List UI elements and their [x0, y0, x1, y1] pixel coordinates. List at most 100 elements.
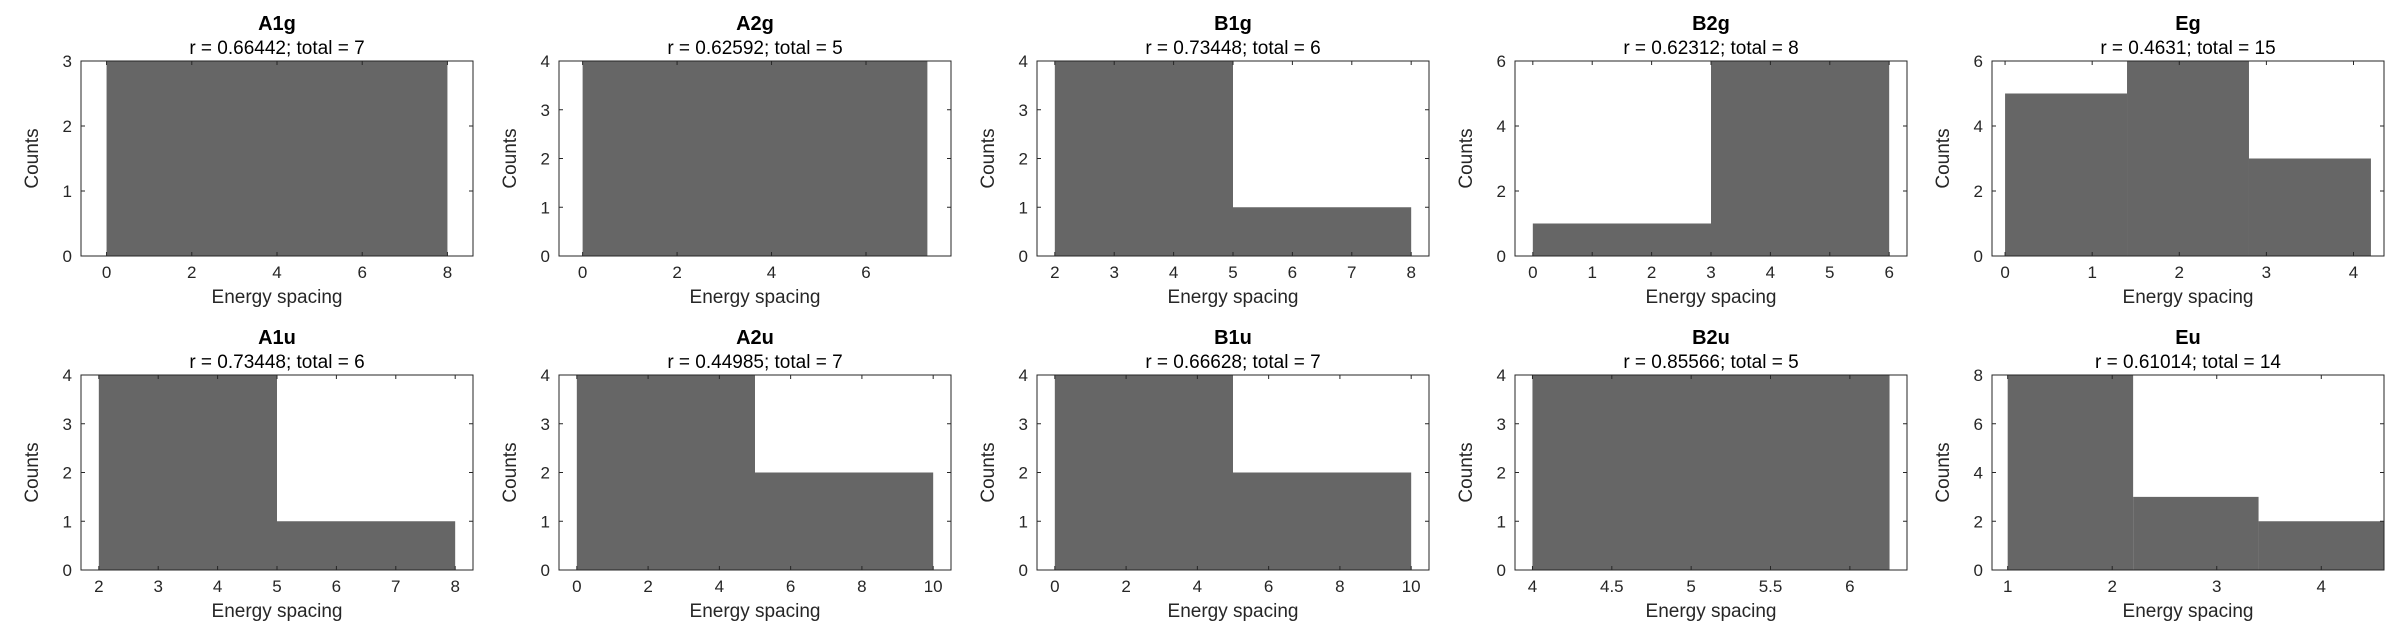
histogram-bar: [755, 472, 934, 570]
y-tick-label: 4: [1497, 366, 1506, 385]
y-tick-label: 0: [1019, 247, 1028, 266]
y-tick-label: 1: [1019, 512, 1028, 531]
x-tick-label: 4: [715, 577, 724, 596]
x-tick-label: 4: [767, 263, 776, 282]
x-tick-label: 0: [102, 263, 111, 282]
subplot-title: B1u: [1214, 327, 1252, 349]
y-tick-label: 0: [1974, 247, 1983, 266]
y-axis-label: Counts: [1456, 442, 1477, 502]
bars: [582, 61, 928, 256]
subplot-b2u: 4 4.5 5 5.5 6 0 1 2 3 4 B2u r = 0.85566; total = 5 E…: [1456, 327, 1908, 622]
x-tick-label: 6: [332, 577, 341, 596]
y-tick-label: 2: [1497, 464, 1506, 483]
y-axis-label: Counts: [1456, 128, 1477, 188]
x-tick-label: 4: [2349, 263, 2358, 282]
x-tick-label: 1: [1587, 263, 1596, 282]
bars: [1532, 375, 1890, 570]
y-tick-label: 0: [63, 561, 72, 580]
x-axis-label: Energy spacing: [2123, 601, 2254, 622]
subplot-subtitle: r = 0.73448; total = 6: [1145, 38, 1320, 59]
x-tick-label: 8: [857, 577, 866, 596]
subplot-title: B2u: [1692, 327, 1730, 349]
bars: [106, 61, 448, 256]
x-tick-label: 5: [272, 577, 281, 596]
y-tick-label: 4: [63, 366, 72, 385]
histogram-bar: [2127, 61, 2249, 256]
x-axis-label: Energy spacing: [212, 287, 343, 308]
y-tick-label: 4: [1019, 52, 1028, 71]
y-axis-label: Counts: [500, 442, 521, 502]
x-tick-label: 4: [1169, 263, 1178, 282]
subplot-title: Eu: [2175, 327, 2201, 349]
subplot-title: A2u: [736, 327, 774, 349]
y-axis-label: Counts: [22, 128, 43, 188]
y-tick-label: 2: [1974, 512, 1983, 531]
x-axis-label: Energy spacing: [2123, 287, 2254, 308]
subplot-subtitle: r = 0.4631; total = 15: [2100, 38, 2275, 59]
x-tick-label: 4: [213, 577, 222, 596]
y-tick-label: 2: [63, 117, 72, 136]
y-axis-label: Counts: [978, 128, 999, 188]
subplot-a1g: 0 2 4 6 8 0 1 2 3 A1g r = 0.66442; total = 7 Energy…: [22, 13, 474, 308]
subplot-subtitle: r = 0.44985; total = 7: [667, 352, 842, 373]
y-tick-label: 3: [541, 415, 550, 434]
x-tick-label: 0: [578, 263, 587, 282]
y-tick-label: 3: [1019, 415, 1028, 434]
subplot-title: A1u: [258, 327, 296, 349]
x-tick-label: 8: [1335, 577, 1344, 596]
subplot-eu: 1 2 3 4 0 2 4 6 8 Eu r = 0.61014; total = 14 Energy…: [1933, 327, 2385, 622]
x-axis-label: Energy spacing: [690, 601, 821, 622]
y-axis-label: Counts: [1933, 442, 1954, 502]
y-tick-label: 0: [541, 247, 550, 266]
y-tick-label: 2: [1019, 150, 1028, 169]
subplot-a1u: 2 3 4 5 6 7 8 0 1 2 3 4 A1u r = 0.73448; total = 6 Ene…: [22, 327, 474, 622]
x-tick-label: 3: [153, 577, 162, 596]
x-tick-label: 5: [1686, 577, 1695, 596]
x-tick-label: 0: [1050, 577, 1059, 596]
y-tick-label: 1: [63, 512, 72, 531]
x-tick-label: 6: [1845, 577, 1854, 596]
subplot-eg: 0 1 2 3 4 0 2 4 6 Eg r = 0.4631; total = 15 Energy …: [1933, 13, 2385, 308]
x-tick-label: 3: [1109, 263, 1118, 282]
subplot-title: A1g: [258, 13, 296, 35]
x-tick-label: 0: [1528, 263, 1537, 282]
x-axis-label: Energy spacing: [212, 601, 343, 622]
x-tick-label: 2: [94, 577, 103, 596]
y-tick-label: 3: [63, 415, 72, 434]
bars: [1532, 61, 1890, 256]
y-tick-label: 0: [1497, 247, 1506, 266]
histogram-bar: [2007, 375, 2134, 570]
x-tick-label: 5: [1825, 263, 1834, 282]
x-tick-label: 2: [1121, 577, 1130, 596]
subplot-subtitle: r = 0.66442; total = 7: [189, 38, 364, 59]
x-tick-label: 10: [924, 577, 943, 596]
histogram-bar: [106, 61, 448, 256]
histogram-bar: [1054, 375, 1233, 570]
x-tick-label: 6: [357, 263, 366, 282]
histogram-bar: [1233, 472, 1412, 570]
y-tick-label: 4: [541, 366, 550, 385]
subplot-title: B2g: [1692, 13, 1730, 35]
x-tick-label: 6: [1264, 577, 1273, 596]
subplot-title: A2g: [736, 13, 774, 35]
x-tick-label: 6: [786, 577, 795, 596]
subplot-b2g: 0 1 2 3 4 5 6 0 2 4 6 B2g r = 0.62312; total = 8 Ener…: [1456, 13, 1908, 308]
y-tick-label: 8: [1974, 366, 1983, 385]
bars: [1054, 375, 1412, 570]
x-tick-label: 4: [1528, 577, 1537, 596]
subplot-subtitle: r = 0.61014; total = 14: [2095, 352, 2281, 373]
y-tick-label: 0: [1497, 561, 1506, 580]
x-tick-label: 6: [1884, 263, 1893, 282]
y-tick-label: 6: [1497, 52, 1506, 71]
y-tick-label: 2: [541, 464, 550, 483]
y-tick-label: 0: [1974, 561, 1983, 580]
x-tick-label: 2: [643, 577, 652, 596]
y-tick-label: 0: [1019, 561, 1028, 580]
subplot-subtitle: r = 0.73448; total = 6: [189, 352, 364, 373]
x-tick-label: 1: [2087, 263, 2096, 282]
y-tick-label: 1: [1019, 198, 1028, 217]
y-tick-label: 4: [1497, 117, 1506, 136]
bars: [2005, 61, 2371, 256]
x-tick-label: 7: [391, 577, 400, 596]
y-tick-label: 4: [1974, 117, 1983, 136]
